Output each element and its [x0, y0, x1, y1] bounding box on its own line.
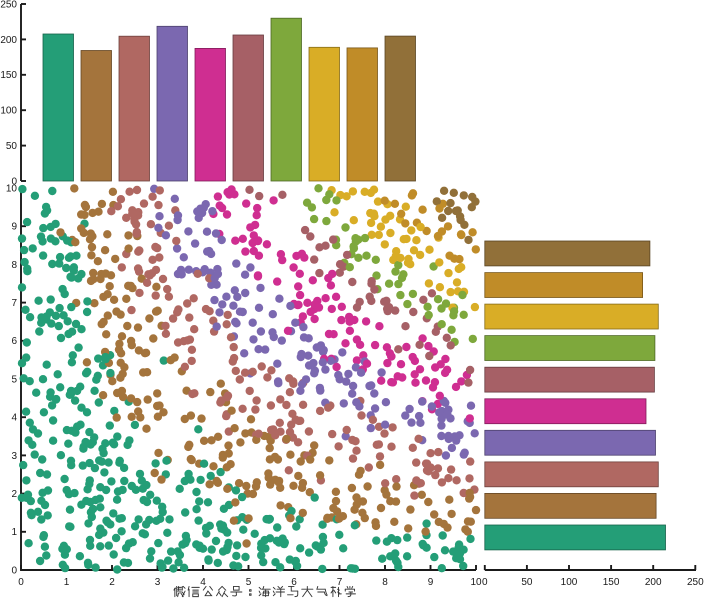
svg-text:4: 4	[200, 577, 206, 588]
svg-text:9: 9	[428, 577, 434, 588]
svg-text:6: 6	[11, 336, 17, 347]
svg-text:150: 150	[603, 577, 620, 588]
svg-text:0: 0	[11, 565, 17, 576]
svg-text:8: 8	[11, 260, 17, 271]
svg-text:250: 250	[0, 0, 17, 10]
svg-text:0: 0	[482, 577, 488, 588]
svg-text:1: 1	[64, 577, 70, 588]
svg-text:4: 4	[11, 413, 17, 424]
svg-text:3: 3	[11, 451, 17, 462]
svg-text:200: 200	[0, 35, 17, 46]
svg-text:100: 100	[561, 577, 578, 588]
svg-text:200: 200	[645, 577, 662, 588]
svg-text:3: 3	[155, 577, 161, 588]
svg-text:150: 150	[0, 70, 17, 81]
svg-text:10: 10	[6, 183, 18, 194]
svg-text:8: 8	[382, 577, 388, 588]
svg-text:7: 7	[337, 577, 343, 588]
svg-text:6: 6	[291, 577, 297, 588]
svg-text:10: 10	[470, 577, 482, 588]
svg-text:0: 0	[11, 176, 17, 187]
svg-text:2: 2	[11, 489, 17, 500]
svg-text:5: 5	[246, 577, 252, 588]
svg-text:1: 1	[11, 527, 17, 538]
svg-text:0: 0	[18, 577, 24, 588]
svg-text:50: 50	[521, 577, 533, 588]
svg-text:9: 9	[11, 222, 17, 233]
svg-text:250: 250	[687, 577, 704, 588]
svg-text:50: 50	[6, 141, 18, 152]
svg-text:7: 7	[11, 298, 17, 309]
svg-text:5: 5	[11, 374, 17, 385]
svg-text:100: 100	[0, 106, 17, 117]
svg-text:2: 2	[109, 577, 115, 588]
